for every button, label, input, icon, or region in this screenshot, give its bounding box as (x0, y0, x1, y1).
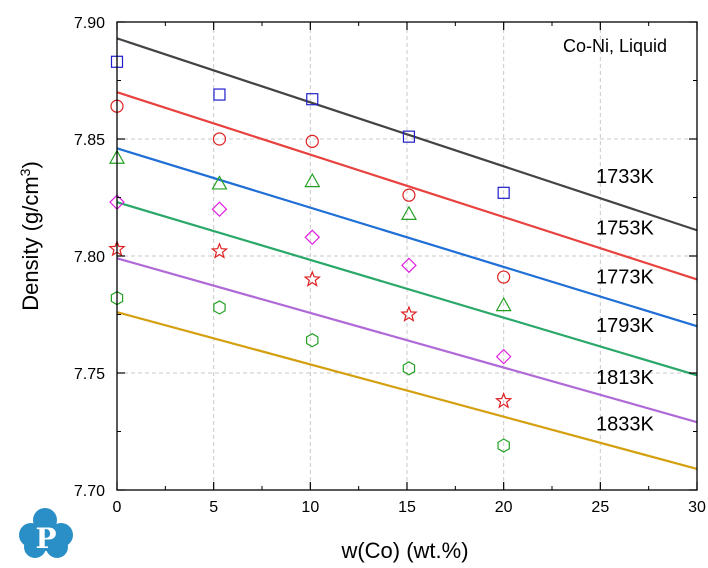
y-tick-label: 7.75 (74, 366, 105, 383)
series-label-1793K: 1793K (596, 315, 654, 337)
fit-line-1833K (116, 311, 698, 471)
x-tick-label: 20 (495, 499, 513, 516)
fit-line-1753K (116, 91, 698, 281)
data-point-1813K (400, 305, 418, 322)
y-tick-label: 7.80 (74, 249, 105, 266)
series-label-1773K: 1773K (596, 266, 654, 288)
y-axis-title-main: Density (g/cm (18, 176, 43, 310)
fit-line-1773K (116, 147, 698, 328)
data-point-1793K (495, 348, 512, 365)
x-axis-title: w(Co) (wt.%) (340, 538, 468, 563)
x-tick-label: 10 (301, 499, 319, 516)
data-point-1733K (402, 130, 416, 143)
series-label-1733K: 1733K (596, 166, 654, 188)
data-point-1753K (212, 132, 227, 146)
data-point-1733K (213, 88, 226, 101)
axis-ticks (116, 21, 698, 491)
data-point-1773K (495, 296, 512, 312)
fit-lines (116, 37, 698, 471)
x-tick-label: 0 (113, 499, 122, 516)
data-point-1833K (306, 333, 319, 348)
data-point-1733K (497, 186, 510, 199)
data-point-1753K (497, 270, 511, 284)
data-point-1793K (401, 257, 417, 274)
fit-line-1733K (116, 37, 698, 232)
y-axis-title: Density (g/cm3) (17, 161, 43, 311)
chart-annotation: Co-Ni, Liquid (563, 36, 667, 56)
fit-line-1793K (116, 201, 698, 377)
series-labels: 1733K 1753K 1773K 1793K 1813K 1833K (596, 166, 654, 436)
data-point-1773K (400, 205, 417, 220)
data-point-1733K (306, 93, 319, 106)
y-tick-label: 7.70 (74, 483, 105, 500)
grid-lines (117, 22, 697, 490)
data-point-1813K (494, 391, 513, 409)
x-tick-label: 30 (688, 499, 706, 516)
x-tick-label: 5 (209, 499, 218, 516)
data-point-1793K (304, 229, 321, 246)
data-point-1773K (304, 172, 321, 188)
data-point-1813K (303, 270, 321, 287)
data-point-1753K (402, 188, 416, 202)
data-point-1793K (211, 201, 228, 218)
y-tick-label: 7.90 (74, 15, 105, 32)
data-point-1753K (305, 134, 319, 148)
p-cloud-logo-icon: P (19, 508, 73, 558)
data-point-1833K (402, 361, 416, 376)
y-axis-title-superscript: 3 (17, 168, 33, 176)
data-point-1833K (213, 300, 226, 315)
series-label-1753K: 1753K (596, 217, 654, 239)
fit-line-1813K (116, 257, 698, 424)
y-axis-title-close: ) (18, 161, 43, 168)
data-point-1833K (497, 438, 510, 453)
data-point-1773K (211, 175, 228, 190)
series-label-1833K: 1833K (596, 414, 654, 436)
logo-letter: P (35, 522, 56, 555)
y-tick-label: 7.85 (74, 132, 105, 149)
tick-labels: 0 5 10 15 20 25 30 7.70 7.75 7.80 7.85 7.90 (74, 15, 706, 516)
x-tick-label: 15 (398, 499, 416, 516)
series-label-1813K: 1813K (596, 367, 654, 389)
x-tick-label: 25 (591, 499, 609, 516)
data-point-1813K (210, 242, 229, 259)
